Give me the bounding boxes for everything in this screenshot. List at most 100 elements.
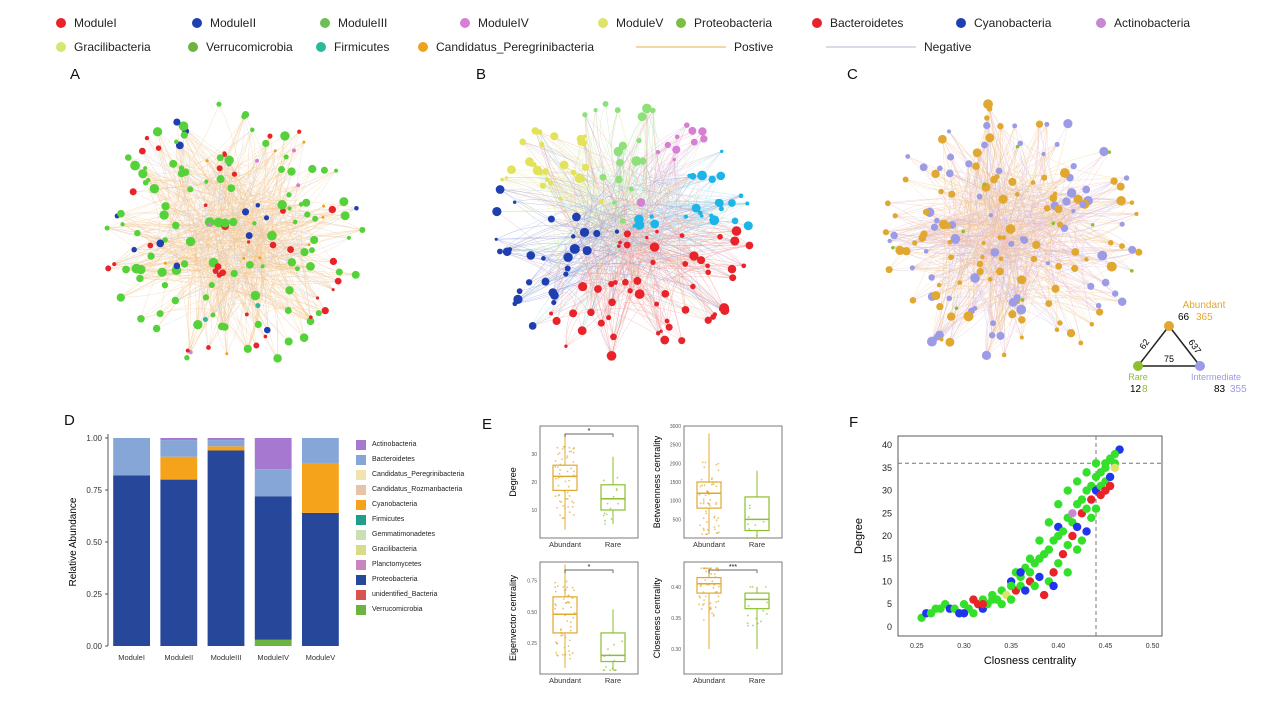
- network-node: [1001, 235, 1007, 240]
- network-edge: [554, 124, 688, 296]
- network-node: [998, 256, 1004, 262]
- network-node: [1079, 201, 1087, 209]
- network-edge: [914, 211, 984, 244]
- figure-legend: ModuleI ModuleII ModuleIII ModuleIV ModuleV P…: [56, 16, 1256, 60]
- network-edge: [611, 264, 744, 358]
- network-node: [1017, 140, 1024, 147]
- jitter-point: [569, 625, 572, 628]
- network-node: [1055, 262, 1063, 270]
- jitter-point: [560, 634, 562, 637]
- network-node: [582, 112, 588, 118]
- jitter-point: [561, 634, 564, 637]
- network-node: [743, 221, 753, 231]
- network-node: [1106, 261, 1117, 272]
- jitter-point: [756, 622, 759, 625]
- network-node: [976, 268, 984, 276]
- jitter-point: [557, 453, 560, 456]
- jitter-point: [561, 458, 563, 460]
- jitter-point: [571, 505, 574, 508]
- network-node: [263, 215, 270, 221]
- jitter-point: [709, 602, 712, 605]
- network-node: [987, 276, 993, 282]
- jitter-point: [752, 624, 754, 627]
- network-edge: [988, 260, 1100, 336]
- network-node: [213, 217, 224, 228]
- network-edge: [949, 173, 1056, 194]
- network-edge: [912, 235, 990, 279]
- network-node: [948, 190, 956, 198]
- network-node: [496, 248, 503, 255]
- jitter-point: [554, 603, 557, 605]
- jitter-point: [710, 572, 713, 575]
- y-tick-label: 40: [882, 440, 892, 450]
- jitter-point: [713, 583, 716, 586]
- network-node: [738, 193, 744, 199]
- network-edge: [221, 150, 295, 327]
- jitter-point: [715, 519, 718, 522]
- network-node: [299, 333, 309, 342]
- network-node: [611, 200, 617, 205]
- network-node: [697, 256, 706, 265]
- network-node: [1041, 174, 1048, 181]
- network-edge: [922, 208, 974, 240]
- jitter-point: [715, 485, 718, 488]
- bar-segment: [254, 496, 292, 640]
- jitter-point: [558, 451, 561, 454]
- network-edge: [994, 181, 1013, 253]
- network-edge: [994, 224, 1061, 310]
- jitter-point: [717, 585, 720, 588]
- network-node: [617, 244, 621, 248]
- network-node: [1111, 290, 1119, 297]
- network-edge: [554, 176, 617, 296]
- network-node: [995, 167, 1003, 175]
- network-node: [208, 222, 213, 227]
- network-node: [541, 256, 546, 261]
- network-edge: [206, 129, 265, 186]
- network-node: [608, 280, 615, 288]
- jitter-point: [615, 487, 618, 490]
- network-node: [225, 352, 229, 356]
- network-node: [579, 227, 590, 238]
- network-node: [297, 129, 302, 134]
- jitter-point: [559, 469, 561, 471]
- network-edge: [618, 116, 657, 305]
- jitter-point: [572, 617, 575, 619]
- network-node: [149, 184, 160, 194]
- network-node: [650, 107, 656, 114]
- jitter-point: [562, 517, 565, 520]
- network-edge: [234, 235, 349, 274]
- jitter-point: [572, 451, 575, 454]
- network-edge: [590, 189, 632, 313]
- network-node: [1008, 297, 1018, 307]
- network-node: [205, 159, 209, 163]
- network-node: [539, 182, 547, 189]
- network-node: [340, 211, 350, 221]
- network-node: [577, 326, 587, 336]
- network-node: [307, 243, 311, 247]
- network-edge: [545, 114, 604, 282]
- network-node: [976, 260, 984, 268]
- network-node: [539, 141, 545, 148]
- significance-bracket: [564, 569, 614, 573]
- scatter-point: [1035, 572, 1044, 582]
- network-edge: [905, 144, 1058, 190]
- scatter-point: [1077, 495, 1087, 504]
- network-node: [983, 121, 991, 130]
- network-node: [156, 310, 164, 318]
- network-node: [937, 165, 943, 172]
- network-edge: [175, 201, 345, 301]
- network-node: [161, 281, 169, 289]
- network-node: [1062, 197, 1071, 206]
- jitter-point: [554, 590, 557, 593]
- network-node: [296, 183, 301, 188]
- network-node: [304, 211, 311, 218]
- jitter-point: [708, 583, 710, 586]
- network-node: [587, 308, 595, 317]
- network-node: [618, 240, 622, 245]
- jitter-point: [554, 607, 557, 610]
- network-edge: [956, 200, 1122, 309]
- jitter-point: [559, 629, 562, 632]
- triangle-rare-count-b: 8: [1142, 384, 1148, 395]
- triangle-inter-count-a: 83: [1214, 384, 1226, 395]
- network-node: [315, 310, 322, 317]
